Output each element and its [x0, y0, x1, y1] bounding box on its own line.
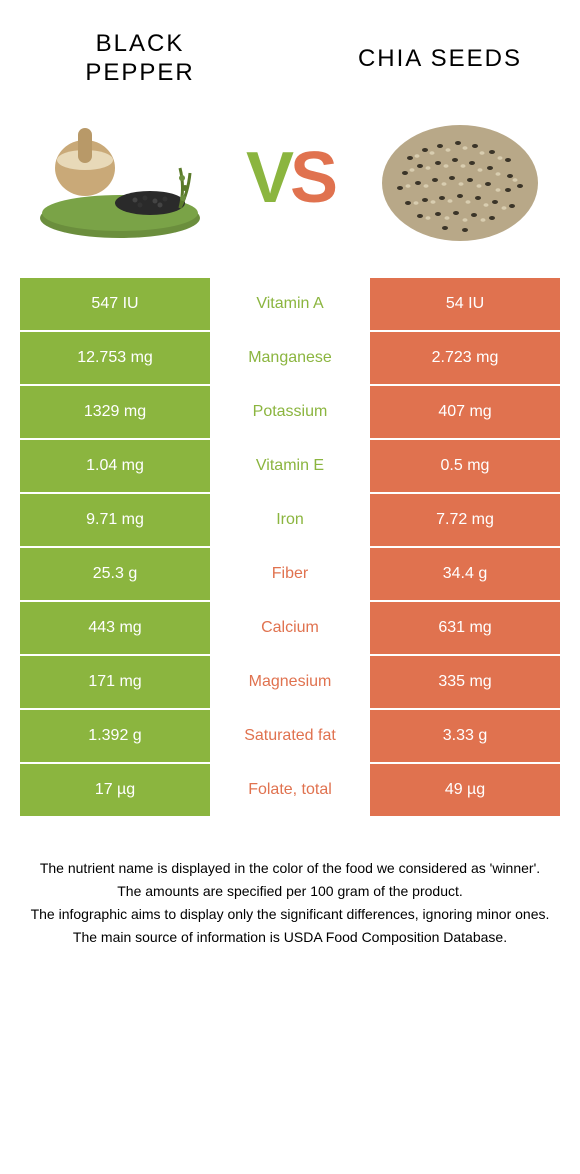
left-value: 1.04 mg	[20, 440, 210, 492]
footer-line: The nutrient name is displayed in the co…	[30, 858, 550, 879]
footer-line: The main source of information is USDA F…	[30, 927, 550, 948]
table-row: 17 µgFolate, total49 µg	[20, 764, 560, 816]
nutrient-name: Manganese	[210, 332, 370, 384]
footer-notes: The nutrient name is displayed in the co…	[0, 818, 580, 948]
left-value: 25.3 g	[20, 548, 210, 600]
table-row: 1.04 mgVitamin E0.5 mg	[20, 440, 560, 492]
black-pepper-image	[30, 108, 210, 248]
images-row: VS	[0, 98, 580, 278]
table-row: 171 mgMagnesium335 mg	[20, 656, 560, 708]
vs-v: V	[246, 137, 290, 219]
nutrient-name: Magnesium	[210, 656, 370, 708]
footer-line: The amounts are specified per 100 gram o…	[30, 881, 550, 902]
left-value: 1329 mg	[20, 386, 210, 438]
table-row: 443 mgCalcium631 mg	[20, 602, 560, 654]
nutrient-name: Vitamin A	[210, 278, 370, 330]
left-value: 1.392 g	[20, 710, 210, 762]
comparison-table: 547 IUVitamin A54 IU12.753 mgManganese2.…	[0, 278, 580, 816]
right-value: 54 IU	[370, 278, 560, 330]
left-food-title: BLACK PEPPER	[40, 30, 240, 88]
nutrient-name: Fiber	[210, 548, 370, 600]
footer-line: The infographic aims to display only the…	[30, 904, 550, 925]
left-value: 547 IU	[20, 278, 210, 330]
table-row: 12.753 mgManganese2.723 mg	[20, 332, 560, 384]
vs-s: S	[290, 137, 334, 219]
right-value: 2.723 mg	[370, 332, 560, 384]
table-row: 9.71 mgIron7.72 mg	[20, 494, 560, 546]
table-row: 1.392 gSaturated fat3.33 g	[20, 710, 560, 762]
vs-label: VS	[246, 137, 334, 219]
left-value: 443 mg	[20, 602, 210, 654]
right-food-title: CHIA SEEDS	[340, 45, 540, 73]
nutrient-name: Potassium	[210, 386, 370, 438]
chia-seeds-image	[370, 108, 550, 248]
right-value: 7.72 mg	[370, 494, 560, 546]
left-value: 9.71 mg	[20, 494, 210, 546]
nutrient-name: Calcium	[210, 602, 370, 654]
nutrient-name: Vitamin E	[210, 440, 370, 492]
left-value: 17 µg	[20, 764, 210, 816]
right-value: 34.4 g	[370, 548, 560, 600]
right-value: 407 mg	[370, 386, 560, 438]
header: BLACK PEPPER CHIA SEEDS	[0, 0, 580, 98]
left-value: 12.753 mg	[20, 332, 210, 384]
right-value: 0.5 mg	[370, 440, 560, 492]
right-value: 631 mg	[370, 602, 560, 654]
left-value: 171 mg	[20, 656, 210, 708]
table-row: 1329 mgPotassium407 mg	[20, 386, 560, 438]
nutrient-name: Folate, total	[210, 764, 370, 816]
nutrient-name: Saturated fat	[210, 710, 370, 762]
nutrient-name: Iron	[210, 494, 370, 546]
right-value: 49 µg	[370, 764, 560, 816]
table-row: 25.3 gFiber34.4 g	[20, 548, 560, 600]
right-value: 3.33 g	[370, 710, 560, 762]
table-row: 547 IUVitamin A54 IU	[20, 278, 560, 330]
right-value: 335 mg	[370, 656, 560, 708]
